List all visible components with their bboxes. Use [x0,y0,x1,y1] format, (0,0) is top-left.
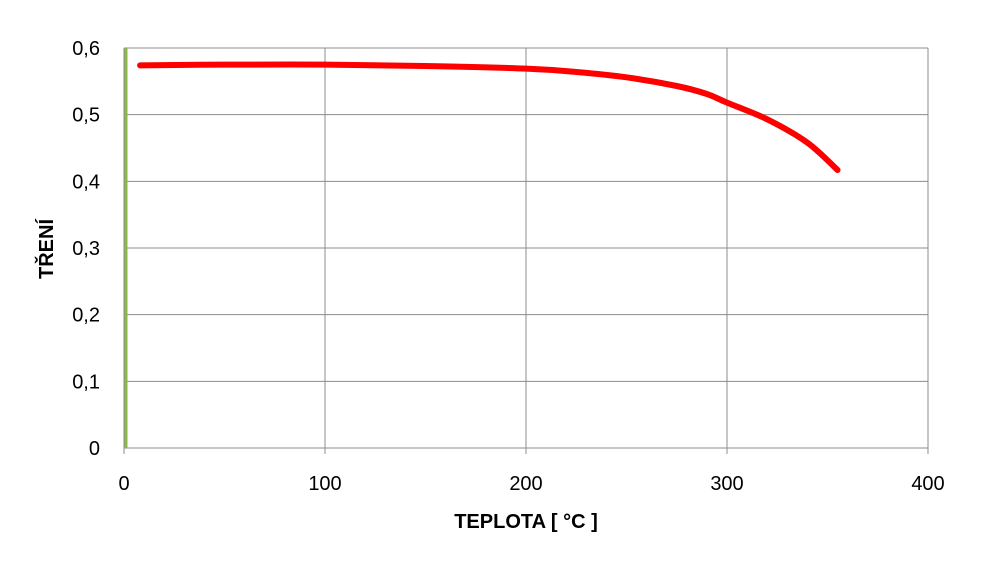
tick-labels: 0 0,1 0,2 0,3 0,4 0,5 0,6 0 100 200 300 400 [72,38,945,495]
x-tick-label: 400 [911,473,944,495]
series-line [137,61,841,173]
x-tick-label: 100 [308,473,341,495]
y-tick-label: 0,3 [72,238,100,260]
y-tick-label: 0,4 [72,171,100,193]
y-tick-label: 0,1 [72,371,100,393]
y-tick-label: 0,2 [72,305,100,327]
x-tick-label: 0 [118,473,129,495]
series-group [137,61,841,173]
x-tick-label: 200 [509,473,542,495]
y-axis-title: TŘENÍ [34,219,58,279]
x-tick-label: 300 [710,473,743,495]
y-tick-label: 0,5 [72,105,100,127]
x-axis-title: TEPLOTA [ °C ] [454,511,598,533]
y-tick-label: 0 [89,438,100,460]
grid [123,47,929,454]
y-tick-label: 0,6 [72,38,100,60]
